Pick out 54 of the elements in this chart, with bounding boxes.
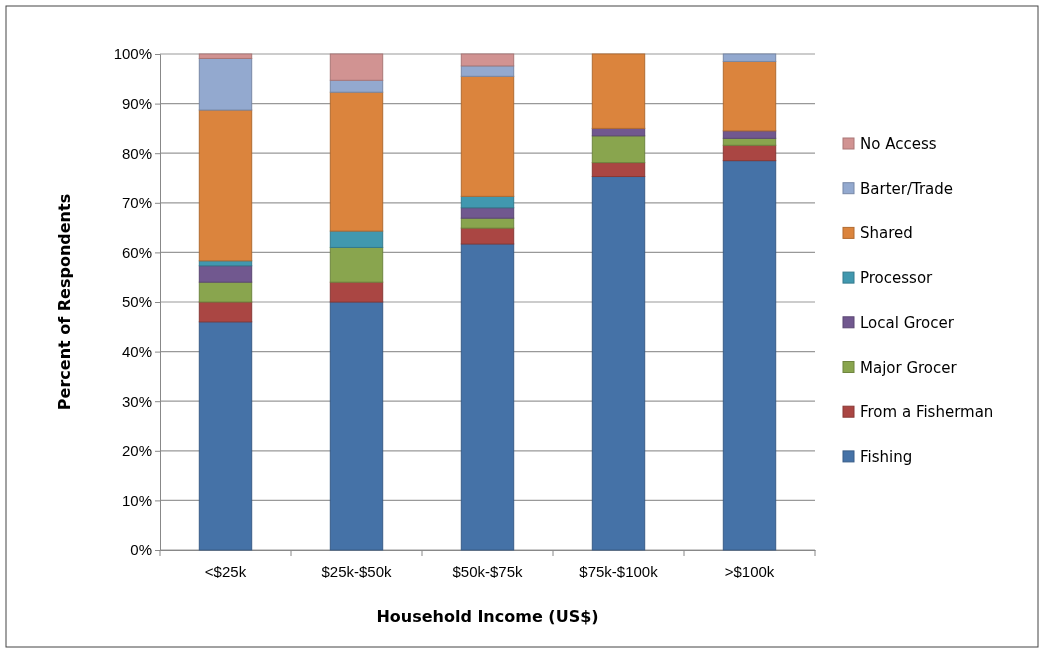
- bar: [460, 53, 515, 67]
- y-tick-label: 40%: [121, 342, 152, 360]
- bar: [329, 79, 384, 93]
- bar: [329, 230, 384, 248]
- bar: [722, 60, 777, 132]
- y-tick-label: 100%: [113, 45, 152, 63]
- x-tick-label: $75k-$100k: [579, 563, 659, 580]
- y-tick-label: 70%: [121, 194, 152, 212]
- bar: [198, 265, 253, 283]
- bar: [591, 135, 646, 164]
- bar: [198, 109, 253, 262]
- bar: [460, 207, 515, 219]
- bar: [460, 217, 515, 229]
- bar: [460, 227, 515, 245]
- bar: [329, 281, 384, 303]
- bar: [591, 176, 646, 551]
- bar: [722, 53, 777, 62]
- y-tick-label: 0%: [130, 541, 152, 559]
- legend-label: Processor: [860, 269, 934, 288]
- bar: [198, 281, 253, 303]
- bar: [329, 301, 384, 551]
- legend-label: Barter/Trade: [860, 179, 954, 198]
- legend-label: No Access: [860, 135, 937, 153]
- bar: [329, 91, 384, 232]
- x-axis-title: Household Income (US$): [376, 607, 599, 626]
- legend-label: Shared: [860, 224, 913, 243]
- y-tick-label: 60%: [121, 243, 152, 261]
- y-tick-label: 90%: [121, 94, 152, 112]
- bar: [460, 75, 515, 197]
- y-tick-label: 10%: [121, 491, 152, 509]
- bar: [722, 144, 777, 162]
- bar: [198, 53, 253, 59]
- legend-label: Major Grocer: [860, 358, 958, 377]
- bar: [591, 162, 646, 178]
- bar: [591, 53, 646, 129]
- y-tick-label: 50%: [121, 293, 152, 311]
- bar: [198, 301, 253, 323]
- bar: [722, 160, 777, 551]
- x-tick-label: >$100k: [724, 563, 775, 580]
- legend-label: Fishing: [860, 447, 913, 466]
- x-tick-label: <$25k: [204, 563, 247, 580]
- x-tick-label: $25k-$50k: [321, 563, 393, 580]
- y-tick-label: 80%: [121, 144, 152, 162]
- bar: [198, 57, 253, 111]
- bar: [329, 53, 384, 81]
- bar: [460, 243, 515, 551]
- bar: [198, 321, 253, 551]
- legend-label: Local Grocer: [860, 313, 955, 332]
- bar: [329, 246, 384, 283]
- y-axis-title: Percent of Respondents: [55, 193, 74, 411]
- x-tick-label: $50k-$75k: [452, 563, 524, 580]
- y-tick-label: 20%: [121, 442, 152, 460]
- y-tick-label: 30%: [121, 392, 152, 410]
- legend-label: From a Fisherman: [860, 403, 994, 422]
